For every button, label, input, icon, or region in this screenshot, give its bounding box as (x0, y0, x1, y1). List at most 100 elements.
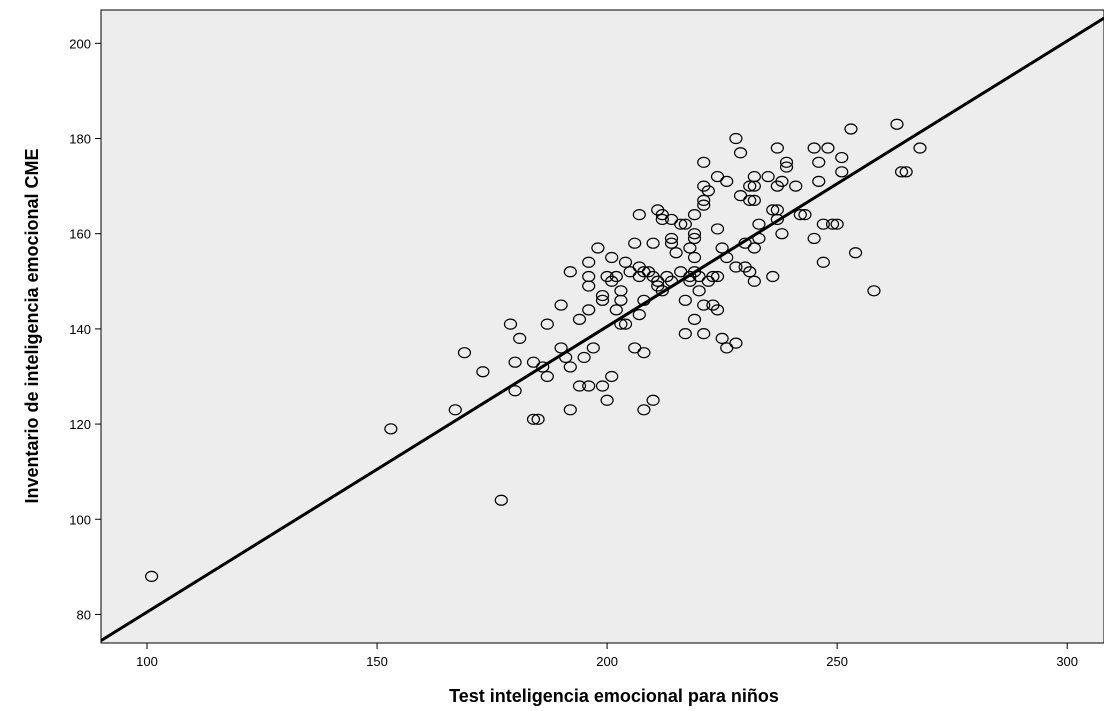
data-point (890, 118, 904, 130)
data-point (835, 166, 849, 178)
data-point (582, 256, 596, 268)
data-point (733, 147, 748, 159)
data-point (729, 132, 743, 145)
data-point (747, 242, 761, 254)
data-point (720, 175, 734, 187)
data-point (494, 494, 508, 506)
data-point (867, 285, 881, 297)
data-point (595, 380, 610, 392)
data-point (582, 280, 596, 292)
data-point (646, 237, 660, 249)
data-point (582, 380, 596, 392)
data-point (687, 228, 702, 240)
data-point (540, 370, 554, 383)
data-point (632, 309, 646, 321)
data-point (655, 285, 669, 297)
data-point (687, 232, 702, 245)
data-point (701, 185, 715, 197)
data-point (697, 328, 711, 340)
data-point (448, 404, 462, 416)
x-axis-title: Test inteligencia emocional para niños (449, 686, 779, 706)
data-point (618, 318, 633, 330)
data-point (697, 194, 711, 206)
x-tick-label: 250 (826, 654, 848, 669)
data-point (591, 242, 605, 254)
data-point (669, 247, 683, 259)
y-tick-label: 100 (69, 512, 91, 527)
data-point (816, 218, 830, 230)
data-point (807, 232, 821, 245)
data-point (835, 151, 849, 164)
data-point (554, 299, 568, 311)
data-point (572, 380, 587, 392)
data-point (825, 218, 840, 230)
data-point (595, 289, 610, 302)
data-point (637, 404, 651, 416)
data-point (508, 385, 522, 397)
data-point (729, 337, 743, 349)
data-point (664, 232, 679, 245)
data-point (775, 228, 789, 240)
data-point (747, 194, 761, 206)
data-point (687, 209, 702, 221)
data-point (729, 261, 743, 273)
data-point (595, 294, 610, 306)
data-point (710, 223, 725, 235)
data-point (821, 142, 835, 154)
data-point (747, 275, 761, 287)
data-point (775, 175, 789, 187)
data-point (678, 328, 692, 340)
data-point (894, 166, 909, 178)
data-point (812, 156, 826, 168)
data-point (715, 242, 729, 254)
data-point (646, 394, 660, 406)
data-point (816, 256, 830, 268)
data-point (605, 251, 619, 264)
data-point (600, 394, 614, 406)
data-point (848, 247, 863, 259)
data-point (632, 209, 646, 221)
data-point (563, 404, 577, 416)
data-point (812, 175, 826, 187)
data-point (697, 156, 711, 168)
data-point (697, 299, 711, 311)
data-point (766, 270, 780, 283)
data-point (779, 156, 794, 168)
data-point (577, 351, 591, 364)
data-point (752, 218, 766, 230)
x-tick-label: 100 (136, 654, 158, 669)
data-point (761, 170, 775, 183)
data-point (586, 342, 600, 354)
data-point (609, 270, 623, 283)
data-point (563, 266, 577, 278)
data-points (145, 118, 927, 582)
data-point (637, 347, 651, 359)
data-point (384, 423, 398, 435)
data-point (743, 180, 757, 192)
data-point (687, 313, 702, 325)
data-point (830, 218, 844, 230)
data-point (798, 209, 812, 221)
data-point (678, 294, 692, 306)
x-tick-label: 300 (1056, 654, 1078, 669)
data-point (664, 237, 679, 249)
data-point (582, 304, 596, 316)
data-point (715, 332, 729, 344)
y-tick-label: 120 (69, 417, 91, 432)
x-tick-label: 200 (596, 654, 618, 669)
data-point (628, 237, 642, 249)
y-tick-label: 160 (69, 227, 91, 242)
data-point (554, 342, 568, 354)
data-point (572, 313, 587, 325)
data-point (476, 366, 490, 378)
data-point (683, 242, 697, 254)
data-point (710, 304, 725, 316)
data-point (655, 213, 669, 226)
data-point (513, 332, 527, 344)
data-point (844, 123, 858, 135)
y-tick-label: 140 (69, 322, 91, 337)
data-point (747, 180, 761, 192)
data-point (706, 270, 720, 283)
y-axis-title: Inventario de inteligencia emocional CME (22, 148, 42, 503)
